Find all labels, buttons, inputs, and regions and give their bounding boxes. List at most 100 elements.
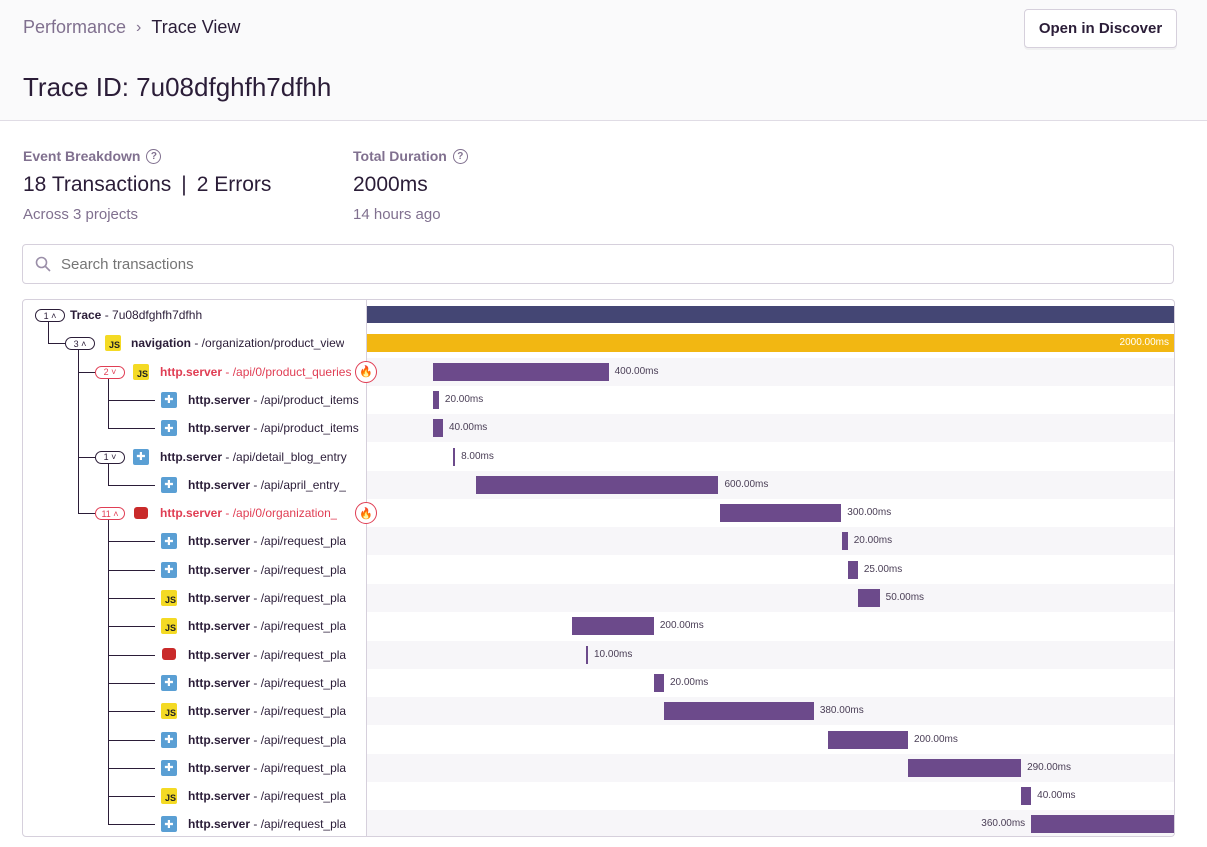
transaction-name[interactable]: http.server - /api/request_pla xyxy=(188,789,364,803)
span-bar[interactable] xyxy=(1021,787,1032,806)
javascript-icon: JS xyxy=(105,335,121,352)
expand-toggle[interactable]: 1 ˅ xyxy=(95,450,125,464)
trace-row[interactable]: 600.00ms ✚ http.server - /api/april_entry_ xyxy=(23,470,1174,499)
transaction-name[interactable]: navigation - /organization/product_view xyxy=(131,336,364,350)
trace-row[interactable]: 400.00ms 2 ˅ JS http.server - /api/0/produc… xyxy=(23,357,1174,386)
transaction-op: http.server xyxy=(188,421,251,436)
python-icon: ✚ xyxy=(161,816,177,833)
timeline-cell: 50.00ms xyxy=(367,584,1174,612)
question-icon[interactable]: ? xyxy=(452,148,468,164)
duration-label: 40.00ms xyxy=(448,422,488,434)
question-icon[interactable]: ? xyxy=(146,148,162,164)
transaction-description: - /api/product_items xyxy=(250,421,359,436)
search-bar[interactable] xyxy=(22,244,1174,284)
duration-label: 20.00ms xyxy=(669,676,709,688)
connector-line xyxy=(108,399,155,401)
transaction-name[interactable]: http.server - /api/request_pla xyxy=(188,534,364,548)
timeline-cell: 40.00ms xyxy=(367,414,1174,443)
trace-row[interactable]: 10.00ms http.server - /api/request_pla xyxy=(23,640,1174,669)
transaction-name[interactable]: http.server - /api/request_pla xyxy=(188,619,364,633)
breadcrumb-performance[interactable]: Performance xyxy=(23,17,127,37)
connector-line xyxy=(108,682,155,684)
error-fire-icon[interactable]: 🔥 xyxy=(355,360,377,383)
transaction-name[interactable]: Trace - 7u08dfghfh7dfhh xyxy=(70,308,364,322)
transaction-name[interactable]: http.server - /api/0/organization_ xyxy=(160,506,352,520)
transaction-name[interactable]: http.server - /api/product_items xyxy=(188,421,364,435)
trace-row[interactable]: 40.00ms JS http.server - /api/request_pla xyxy=(23,782,1174,810)
trace-row[interactable]: 360.00ms ✚ http.server - /api/request_pla xyxy=(23,810,1174,836)
transaction-name[interactable]: http.server - /api/product_items xyxy=(188,393,364,407)
trace-row[interactable]: 20.00ms ✚ http.server - /api/product_items xyxy=(23,386,1174,414)
transaction-name[interactable]: http.server - /api/0/product_queries xyxy=(160,365,352,379)
trace-row[interactable]: 2000.00ms 3 ˄ JS navigation - /organization… xyxy=(23,329,1174,357)
span-bar[interactable] xyxy=(432,419,443,438)
span-bar[interactable] xyxy=(432,362,609,381)
connector-line xyxy=(78,513,95,515)
trace-row[interactable]: 380.00ms JS http.server - /api/request_pla xyxy=(23,697,1174,726)
span-bar[interactable] xyxy=(653,673,664,692)
span-bar[interactable] xyxy=(432,390,439,409)
trace-row[interactable]: 8.00ms 1 ˅ ✚ http.server - /api/detail_blog… xyxy=(23,443,1174,471)
search-input[interactable] xyxy=(61,255,1173,273)
span-bar[interactable] xyxy=(585,645,588,664)
transaction-name[interactable]: http.server - /api/request_pla xyxy=(188,591,364,605)
duration-label: 290.00ms xyxy=(1027,761,1071,773)
span-bar[interactable] xyxy=(367,334,1174,353)
trace-row[interactable]: 200.00ms JS http.server - /api/request_pla xyxy=(23,612,1174,640)
transaction-op: http.server xyxy=(160,364,223,379)
trace-row[interactable]: 300.00ms 11 ˄ http.server - /api/0/organiz… xyxy=(23,499,1174,527)
trace-row[interactable]: 40.00ms ✚ http.server - /api/product_items xyxy=(23,414,1174,443)
span-bar[interactable] xyxy=(663,702,814,721)
transaction-name[interactable]: http.server - /api/request_pla xyxy=(188,563,364,577)
span-bar[interactable] xyxy=(857,589,880,607)
span-bar[interactable] xyxy=(571,617,654,636)
trace-row[interactable]: 20.00ms ✚ http.server - /api/request_pla xyxy=(23,527,1174,556)
span-bar[interactable] xyxy=(827,730,908,749)
python-icon: ✚ xyxy=(161,476,177,493)
trace-row[interactable]: 20.00ms ✚ http.server - /api/request_pla xyxy=(23,669,1174,697)
expand-toggle[interactable]: 11 ˄ xyxy=(95,507,125,521)
row-label-cell: 1 ˅ ✚ http.server - /api/detail_blog_entry xyxy=(23,443,366,471)
transaction-name[interactable]: http.server - /api/request_pla xyxy=(188,648,364,662)
trace-row[interactable]: 290.00ms ✚ http.server - /api/request_pla xyxy=(23,753,1174,782)
span-bar[interactable] xyxy=(847,560,858,579)
span-bar[interactable] xyxy=(720,504,842,523)
trace-row[interactable]: 50.00ms JS http.server - /api/request_pla xyxy=(23,584,1174,612)
span-bar[interactable] xyxy=(476,475,719,494)
transaction-name[interactable]: http.server - /api/request_pla xyxy=(188,676,364,690)
connector-line xyxy=(108,824,155,826)
transaction-name[interactable]: http.server - /api/request_pla xyxy=(188,761,364,775)
span-bar[interactable] xyxy=(842,532,848,551)
connector-line xyxy=(78,456,95,458)
transaction-name[interactable]: http.server - /api/detail_blog_entry xyxy=(160,450,364,464)
python-icon: ✚ xyxy=(161,731,177,748)
span-bar[interactable] xyxy=(1031,815,1174,834)
duration-label: 2000.00ms xyxy=(1119,337,1169,349)
transaction-description: - /api/request_pla xyxy=(250,789,347,804)
timeline-cell: 300.00ms xyxy=(367,499,1174,527)
trace-row[interactable]: 200.00ms ✚ http.server - /api/request_pla xyxy=(23,726,1174,754)
expand-toggle[interactable]: 1 ˄ xyxy=(35,309,65,322)
timeline-cell: 290.00ms xyxy=(367,753,1174,782)
column-divider[interactable] xyxy=(366,300,367,836)
transaction-description: - /organization/product_view xyxy=(191,336,345,351)
transaction-name[interactable]: http.server - /api/request_pla xyxy=(188,704,364,718)
python-icon: ✚ xyxy=(161,674,177,691)
transaction-name[interactable]: http.server - /api/april_entry_ xyxy=(188,478,364,492)
trace-row[interactable]: 1 ˄ Trace - 7u08dfghfh7dfhh xyxy=(23,301,1174,329)
python-icon: ✚ xyxy=(161,391,177,408)
error-fire-icon[interactable]: 🔥 xyxy=(355,502,377,525)
transaction-name[interactable]: http.server - /api/request_pla xyxy=(188,733,364,747)
breadcrumb: Performance › Trace View xyxy=(23,17,240,38)
span-bar[interactable] xyxy=(453,447,456,466)
expand-toggle[interactable]: 3 ˄ xyxy=(65,337,95,351)
transaction-description: - /api/request_pla xyxy=(250,619,347,634)
span-bar[interactable] xyxy=(367,306,1174,323)
trace-row[interactable]: 25.00ms ✚ http.server - /api/request_pla xyxy=(23,556,1174,584)
open-in-discover-button[interactable]: Open in Discover xyxy=(1024,9,1177,48)
span-bar[interactable] xyxy=(907,758,1022,777)
transaction-op: http.server xyxy=(188,647,251,662)
transaction-name[interactable]: http.server - /api/request_pla xyxy=(188,817,364,831)
transaction-op: http.server xyxy=(160,506,223,521)
expand-toggle[interactable]: 2 ˅ xyxy=(95,365,125,379)
